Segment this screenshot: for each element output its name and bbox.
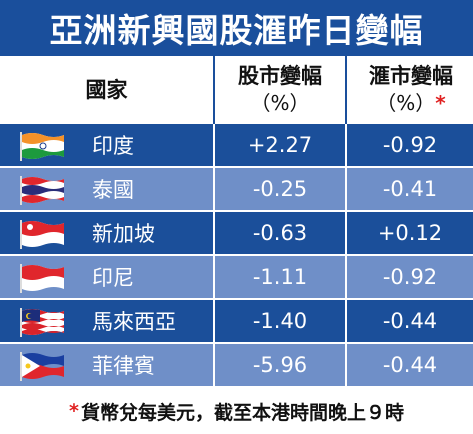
table-row: 馬來西亞 -1.40 -0.44: [0, 300, 473, 344]
indonesia-flag-icon: [18, 256, 68, 298]
table-header: 國家 股市變幅 （%） 滙市變幅 （%）*: [0, 56, 473, 124]
singapore-flag-icon: [18, 212, 68, 254]
stock-change-value: -0.25: [213, 168, 345, 210]
fx-change-value: -0.44: [345, 300, 473, 342]
table-row: 菲律賓 -5.96 -0.44: [0, 344, 473, 388]
header-stock-unit: （%）: [250, 91, 310, 115]
chart-title: 亞洲新興國股滙昨日變幅: [0, 0, 473, 56]
header-fx-marker: *: [435, 91, 446, 115]
table-row: 印尼 -1.11 -0.92: [0, 256, 473, 300]
country-name: 泰國: [92, 178, 134, 202]
stock-change-value: -5.96: [213, 344, 345, 386]
thailand-flag-icon: [18, 168, 68, 210]
fx-change-value: -0.92: [345, 124, 473, 166]
country-name: 印尼: [92, 266, 134, 290]
header-country: 國家: [0, 56, 213, 124]
india-flag-icon: [18, 124, 68, 166]
stock-change-value: +2.27: [213, 124, 345, 166]
footnote-marker: *: [69, 400, 79, 422]
header-stock-label: 股市變幅: [238, 64, 322, 88]
header-fx-label: 滙市變幅: [369, 64, 453, 88]
header-stock-change: 股市變幅 （%）: [213, 56, 345, 124]
header-fx-change: 滙市變幅 （%）*: [345, 56, 473, 124]
fx-change-value: -0.44: [345, 344, 473, 386]
stock-change-value: -1.11: [213, 256, 345, 298]
fx-change-value: -0.41: [345, 168, 473, 210]
fx-change-value: +0.12: [345, 212, 473, 254]
stock-change-value: -1.40: [213, 300, 345, 342]
header-country-label: 國家: [85, 77, 128, 102]
country-name: 菲律賓: [92, 354, 155, 378]
table-row: 新加坡 -0.63 +0.12: [0, 212, 473, 256]
philippines-flag-icon: [18, 344, 68, 386]
country-name: 印度: [92, 134, 134, 158]
stock-change-value: -0.63: [213, 212, 345, 254]
country-name: 新加坡: [92, 222, 155, 246]
header-fx-unit-wrap: （%）*: [376, 90, 445, 117]
table-row: 泰國 -0.25 -0.41: [0, 168, 473, 212]
footnote-text: 貨幣兌每美元，截至本港時間晚上９時: [80, 401, 404, 424]
table-row: 印度 +2.27 -0.92: [0, 124, 473, 168]
country-name: 馬來西亞: [92, 310, 176, 334]
malaysia-flag-icon: [18, 300, 68, 342]
fx-change-value: -0.92: [345, 256, 473, 298]
header-fx-unit: （%）: [376, 91, 436, 115]
footnote: * 貨幣兌每美元，截至本港時間晚上９時: [0, 388, 473, 434]
